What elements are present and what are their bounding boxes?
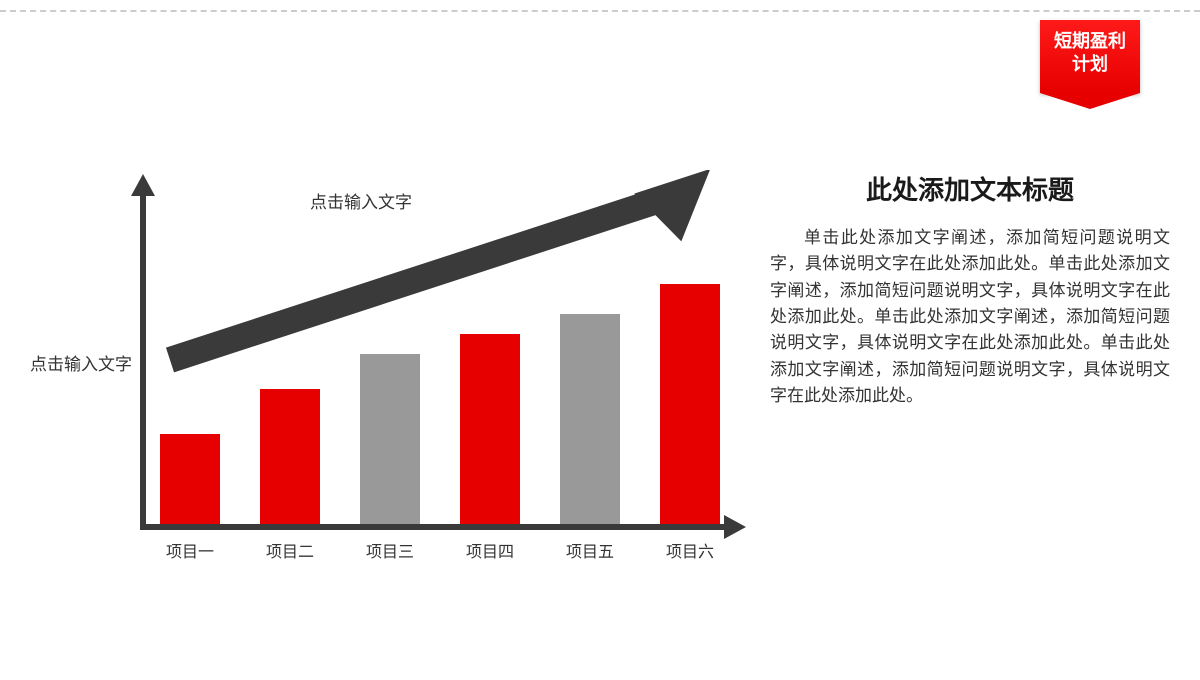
bar-2 <box>260 389 320 524</box>
y-axis-line <box>140 190 146 530</box>
bar-5 <box>560 314 620 524</box>
chart-label-above: 点击输入文字 <box>310 188 412 213</box>
bar-label-1: 项目一 <box>160 538 220 562</box>
bar-label-5: 项目五 <box>560 538 620 562</box>
bar-label-4: 项目四 <box>460 538 520 562</box>
text-block: 此处添加文本标题 单击此处添加文字阐述，添加简短问题说明文字，具体说明文字在此处… <box>770 170 1170 600</box>
bar-label-2: 项目二 <box>260 538 320 562</box>
bar-1 <box>160 434 220 524</box>
top-dashed-border <box>0 10 1200 12</box>
bar-6 <box>660 284 720 524</box>
text-title: 此处添加文本标题 <box>770 170 1170 207</box>
x-axis-arrow-icon <box>724 515 746 539</box>
bar-3 <box>360 354 420 524</box>
ribbon-line2: 计划 <box>1046 53 1134 76</box>
text-body: 单击此处添加文字阐述，添加简短问题说明文字，具体说明文字在此处添加此处。单击此处… <box>770 225 1170 409</box>
ribbon-line1: 短期盈利 <box>1046 30 1134 53</box>
bar-label-3: 项目三 <box>360 538 420 562</box>
y-axis-arrow-icon <box>131 174 155 196</box>
chart-label-left: 点击输入文字 <box>30 350 132 375</box>
bar-labels: 项目一 项目二 项目三 项目四 项目五 项目六 <box>160 538 720 562</box>
x-axis-line <box>140 524 730 530</box>
bars-container <box>160 264 720 524</box>
bar-chart: 项目一 项目二 项目三 项目四 项目五 项目六 点击输入文字 点击输入文字 <box>30 150 750 570</box>
main-content: 项目一 项目二 项目三 项目四 项目五 项目六 点击输入文字 点击输入文字 此处… <box>30 150 1170 600</box>
ribbon-tag: 短期盈利 计划 <box>1040 20 1140 93</box>
bar-4 <box>460 334 520 524</box>
bar-label-6: 项目六 <box>660 538 720 562</box>
